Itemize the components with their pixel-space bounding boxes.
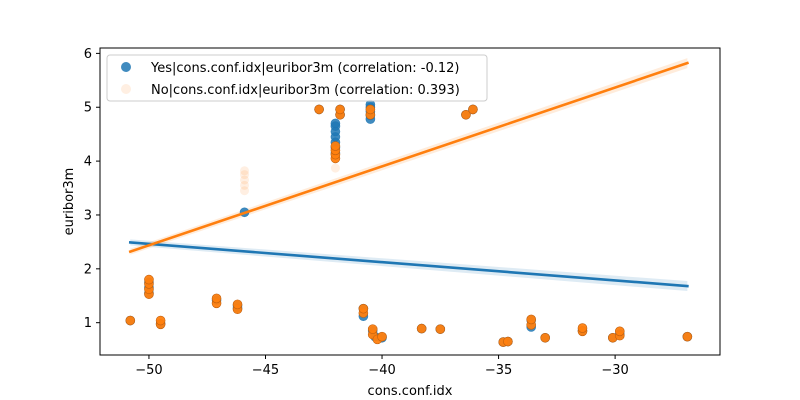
scatter-points bbox=[125, 99, 693, 347]
y-axis: 1 2 3 4 5 6 bbox=[84, 47, 100, 331]
y-tick-label: 6 bbox=[84, 47, 92, 62]
x-tick-label: −45 bbox=[252, 363, 279, 378]
x-axis-title: cons.conf.idx bbox=[368, 384, 453, 399]
point-no bbox=[503, 336, 513, 347]
point-no bbox=[577, 323, 588, 333]
point-no bbox=[461, 109, 471, 120]
legend-marker-yes bbox=[121, 62, 131, 72]
point-no bbox=[125, 315, 136, 326]
legend: Yes|cons.conf.idx|euribor3m (correlation… bbox=[106, 54, 488, 102]
plot-frame bbox=[99, 47, 721, 356]
point-no bbox=[335, 104, 345, 115]
point-no bbox=[468, 104, 478, 115]
y-tick-label: 4 bbox=[84, 155, 92, 170]
point-no bbox=[240, 186, 250, 196]
point-no bbox=[358, 303, 369, 314]
point-no bbox=[614, 326, 625, 337]
point-no bbox=[155, 315, 166, 326]
y-tick-label: 1 bbox=[84, 316, 92, 331]
regression-line-yes bbox=[128, 241, 689, 288]
point-no bbox=[144, 274, 154, 285]
point-no bbox=[526, 314, 537, 325]
point-no bbox=[435, 324, 446, 334]
point-no bbox=[365, 104, 376, 115]
x-tick-label: −30 bbox=[601, 363, 628, 378]
point-yes bbox=[330, 118, 341, 129]
x-axis: −50 −45 −40 −35 −30 bbox=[135, 355, 629, 378]
point-no bbox=[232, 299, 243, 310]
regression-line-no bbox=[128, 61, 690, 254]
point-no bbox=[377, 331, 387, 342]
y-axis-title: euribor3m bbox=[62, 168, 77, 236]
point-no bbox=[367, 324, 378, 334]
point-no bbox=[240, 175, 250, 185]
point-no bbox=[540, 332, 550, 343]
point-no bbox=[240, 170, 250, 180]
point-no bbox=[211, 293, 222, 304]
point-no bbox=[240, 180, 250, 190]
point-no bbox=[330, 141, 341, 151]
legend-marker-no bbox=[121, 84, 131, 94]
legend-label-no: No|cons.conf.idx|euribor3m (correlation:… bbox=[151, 83, 460, 98]
legend-label-yes: Yes|cons.conf.idx|euribor3m (correlation… bbox=[150, 61, 460, 76]
y-tick-label: 2 bbox=[84, 262, 92, 277]
legend-box bbox=[106, 54, 488, 102]
point-no bbox=[416, 323, 427, 334]
point-no bbox=[240, 166, 250, 176]
y-tick-label: 3 bbox=[84, 208, 92, 223]
x-tick-label: −35 bbox=[485, 363, 512, 378]
x-tick-label: −40 bbox=[368, 363, 395, 378]
y-tick-label: 5 bbox=[84, 101, 92, 116]
point-no bbox=[314, 104, 324, 115]
regression-lines bbox=[128, 61, 690, 288]
point-no bbox=[682, 331, 693, 342]
x-tick-label: −50 bbox=[135, 363, 162, 378]
point-no bbox=[330, 163, 340, 173]
